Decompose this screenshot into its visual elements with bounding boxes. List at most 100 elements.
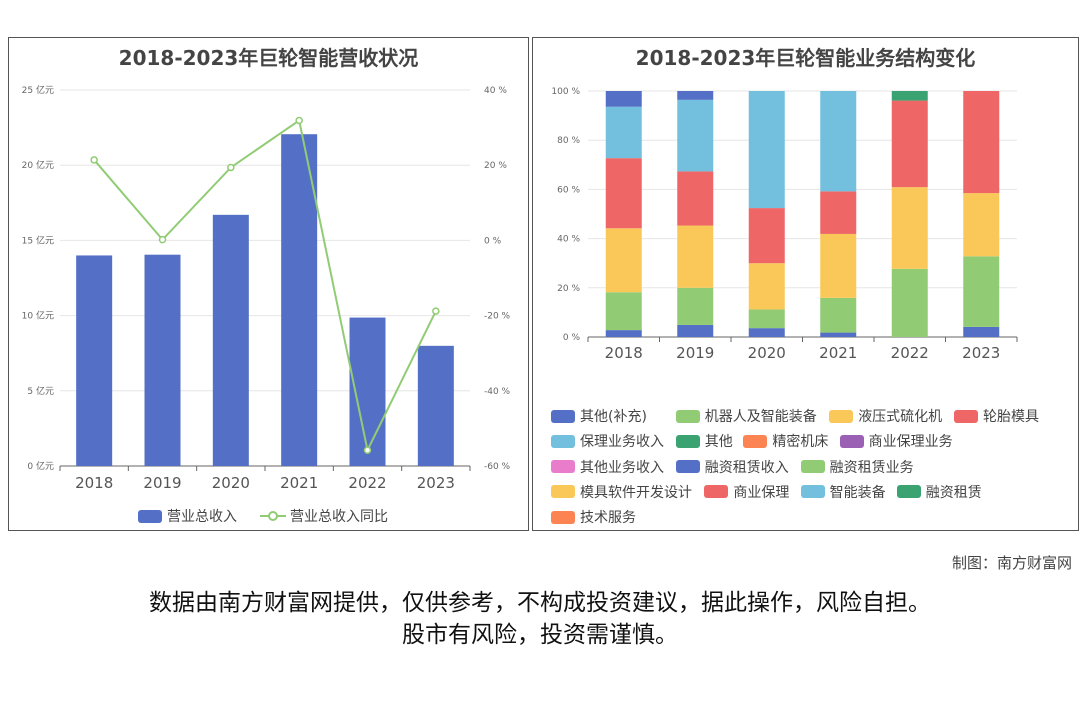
revenue-bar — [417, 345, 454, 466]
stack-segment — [605, 158, 642, 229]
legend-label: 保理业务收入 — [580, 434, 664, 451]
stack-segment — [891, 100, 928, 188]
y-tick-right: -40 % — [484, 387, 511, 397]
legend-item[interactable]: 保理业务收入 — [551, 431, 664, 451]
legend-label: 商业保理业务 — [868, 434, 953, 451]
legend-item[interactable]: 其他 — [675, 431, 733, 451]
y-tick-right: 0 % — [484, 236, 502, 246]
stack-segment — [677, 91, 714, 100]
legend-item[interactable]: 模具软件开发设计 — [551, 482, 692, 502]
revenue-bar — [212, 214, 249, 466]
yoy-point — [90, 156, 98, 164]
legend-item-revenue[interactable]: 营业总收入 — [138, 506, 237, 526]
legend-swatch — [800, 485, 825, 499]
y-tick-left: 10 亿元 — [22, 310, 54, 322]
x-tick-label: 2018 — [75, 474, 113, 492]
legend-label: 精密机床 — [772, 434, 829, 451]
legend-item[interactable]: 智能装备 — [800, 482, 886, 502]
stack-segment — [677, 99, 714, 172]
stack-segment — [748, 263, 785, 310]
legend-item[interactable]: 融资租赁 — [896, 482, 982, 502]
legend-label: 机器人及智能装备 — [704, 409, 817, 425]
legend-swatch — [800, 460, 825, 474]
yoy-point — [295, 116, 303, 125]
legend-swatch — [675, 409, 700, 423]
stack-segment — [963, 326, 1000, 337]
y-tick: 80 % — [557, 136, 580, 146]
revenue-bar — [281, 134, 318, 467]
stack-segment — [891, 187, 928, 269]
stack-segment — [748, 328, 785, 337]
y-tick-left: 20 亿元 — [22, 159, 54, 171]
revenue-bar — [76, 255, 113, 466]
legend-item-yoy[interactable]: 营业总收入同比 — [260, 506, 388, 526]
legend-swatch — [743, 434, 768, 448]
y-tick: 100 % — [551, 87, 580, 97]
y-tick: 0 % — [563, 333, 581, 343]
legend-label: 技术服务 — [580, 510, 636, 527]
stack-segment — [748, 208, 785, 264]
legend-item[interactable]: 融资租赁收入 — [675, 457, 789, 477]
yoy-point — [158, 235, 167, 244]
stack-segment — [605, 91, 642, 107]
legend-item[interactable]: 其他业务收入 — [551, 457, 664, 477]
legend-label: 智能装备 — [829, 484, 886, 501]
legend-label: 融资租赁收入 — [704, 459, 789, 476]
stack-segment — [677, 171, 714, 226]
stack-segment — [605, 228, 642, 293]
x-tick-label: 2019 — [143, 474, 181, 492]
x-tick-label: 2022 — [891, 344, 929, 362]
stack-segment — [677, 287, 714, 325]
x-tick-label: 2022 — [348, 474, 386, 492]
legend-item[interactable]: 技术服务 — [551, 507, 636, 527]
legend-label: 融资租赁 — [925, 484, 982, 501]
legend-swatch — [551, 485, 575, 499]
x-tick-label: 2021 — [819, 344, 857, 362]
x-tick-label: 2020 — [748, 344, 786, 362]
legend-item[interactable]: 精密机床 — [743, 431, 828, 451]
legend-item[interactable]: 液压式硫化机 — [829, 406, 942, 426]
x-tick-label: 2019 — [676, 344, 714, 362]
x-tick-label: 2023 — [962, 344, 1000, 362]
stack-segment — [820, 233, 857, 298]
legend-label: 其他(补充) — [580, 409, 647, 425]
yoy-point — [432, 307, 440, 315]
y-tick-right: -20 % — [484, 312, 511, 322]
legend-swatch — [675, 460, 700, 474]
legend-swatch — [675, 434, 700, 448]
y-tick-left: 0 亿元 — [27, 460, 54, 472]
legend-label: 营业总收入同比 — [290, 509, 388, 525]
stack-segment — [748, 91, 785, 209]
yoy-line — [93, 118, 437, 454]
stack-segment — [891, 91, 928, 101]
legend-item[interactable]: 轮胎模具 — [954, 406, 1039, 426]
x-tick-label: 2021 — [280, 474, 318, 492]
legend-swatch — [839, 434, 864, 448]
stack-segment — [820, 191, 857, 234]
y-tick: 20 % — [557, 284, 580, 294]
structure-chart-title: 2018-2023年巨轮智能业务结构变化 — [635, 46, 976, 70]
legend-item[interactable]: 商业保理 — [704, 482, 789, 502]
x-tick-label: 2018 — [605, 344, 643, 362]
y-tick-right: 40 % — [484, 86, 507, 96]
stack-segment — [748, 309, 785, 329]
y-tick-right: 20 % — [484, 161, 507, 171]
legend-item[interactable]: 融资租赁业务 — [800, 457, 914, 477]
stack-segment — [605, 106, 642, 159]
legend-swatch — [551, 510, 575, 524]
stack-segment — [677, 225, 714, 288]
x-tick-label: 2020 — [212, 474, 250, 492]
y-tick-left: 5 亿元 — [27, 385, 54, 397]
legend-swatch — [551, 460, 575, 474]
legend-label: 其他 — [704, 434, 733, 451]
revenue-chart-title: 2018-2023年巨轮智能营收状况 — [118, 46, 419, 70]
x-tick-label: 2023 — [417, 474, 455, 492]
stack-segment — [677, 324, 714, 337]
legend-item[interactable]: 商业保理业务 — [839, 431, 953, 451]
stack-segment — [820, 332, 857, 337]
legend-swatch — [138, 509, 162, 523]
legend-label: 融资租赁业务 — [829, 459, 914, 476]
legend-item[interactable]: 机器人及智能装备 — [675, 406, 817, 426]
legend-item[interactable]: 其他(补充) — [551, 406, 647, 426]
